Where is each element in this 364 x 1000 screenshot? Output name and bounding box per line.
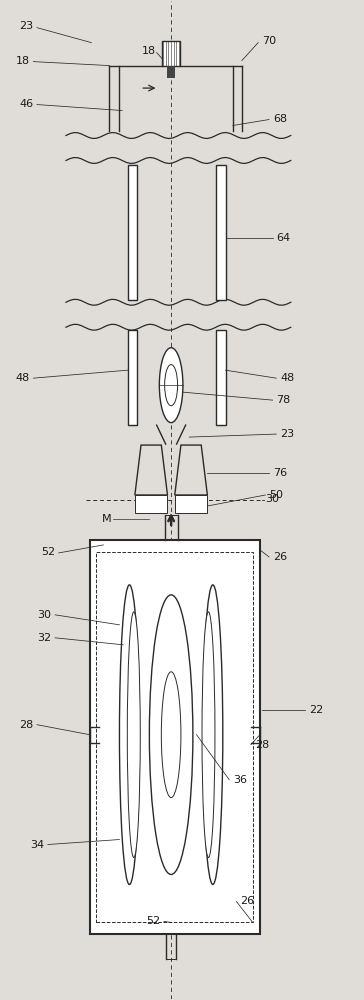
Text: 50: 50 (269, 490, 283, 500)
Text: 34: 34 (30, 840, 44, 850)
FancyBboxPatch shape (217, 330, 226, 425)
Text: 68: 68 (273, 114, 287, 124)
Text: 46: 46 (19, 99, 33, 109)
Ellipse shape (127, 612, 140, 858)
FancyBboxPatch shape (175, 495, 207, 513)
FancyBboxPatch shape (217, 165, 226, 300)
Text: 28: 28 (255, 740, 269, 750)
Text: 26: 26 (240, 896, 254, 906)
Ellipse shape (202, 612, 215, 858)
Text: 28: 28 (19, 720, 33, 730)
Text: 52: 52 (41, 547, 55, 557)
FancyBboxPatch shape (90, 540, 260, 934)
Text: M: M (102, 514, 112, 524)
Text: 36: 36 (233, 775, 247, 785)
Text: 30: 30 (266, 494, 280, 504)
Text: 32: 32 (37, 633, 51, 643)
FancyBboxPatch shape (167, 66, 175, 78)
Text: 26: 26 (273, 552, 287, 562)
Text: 48: 48 (280, 373, 294, 383)
Ellipse shape (119, 585, 139, 884)
Text: 78: 78 (276, 395, 291, 405)
Text: 52: 52 (146, 916, 160, 926)
Ellipse shape (203, 585, 223, 884)
Text: 18: 18 (142, 46, 157, 56)
Ellipse shape (161, 672, 181, 798)
Ellipse shape (159, 348, 183, 423)
Text: 76: 76 (273, 468, 287, 478)
Text: 64: 64 (277, 233, 290, 243)
Ellipse shape (149, 595, 193, 874)
Text: 22: 22 (309, 705, 323, 715)
Text: 23: 23 (19, 21, 33, 31)
FancyBboxPatch shape (128, 330, 136, 425)
FancyBboxPatch shape (162, 41, 180, 66)
Text: 48: 48 (15, 373, 29, 383)
Text: 18: 18 (15, 56, 29, 66)
Ellipse shape (165, 365, 178, 406)
Text: 23: 23 (280, 429, 294, 439)
Text: 30: 30 (37, 610, 51, 620)
Text: 70: 70 (262, 36, 276, 46)
FancyBboxPatch shape (135, 495, 167, 513)
FancyBboxPatch shape (128, 165, 136, 300)
